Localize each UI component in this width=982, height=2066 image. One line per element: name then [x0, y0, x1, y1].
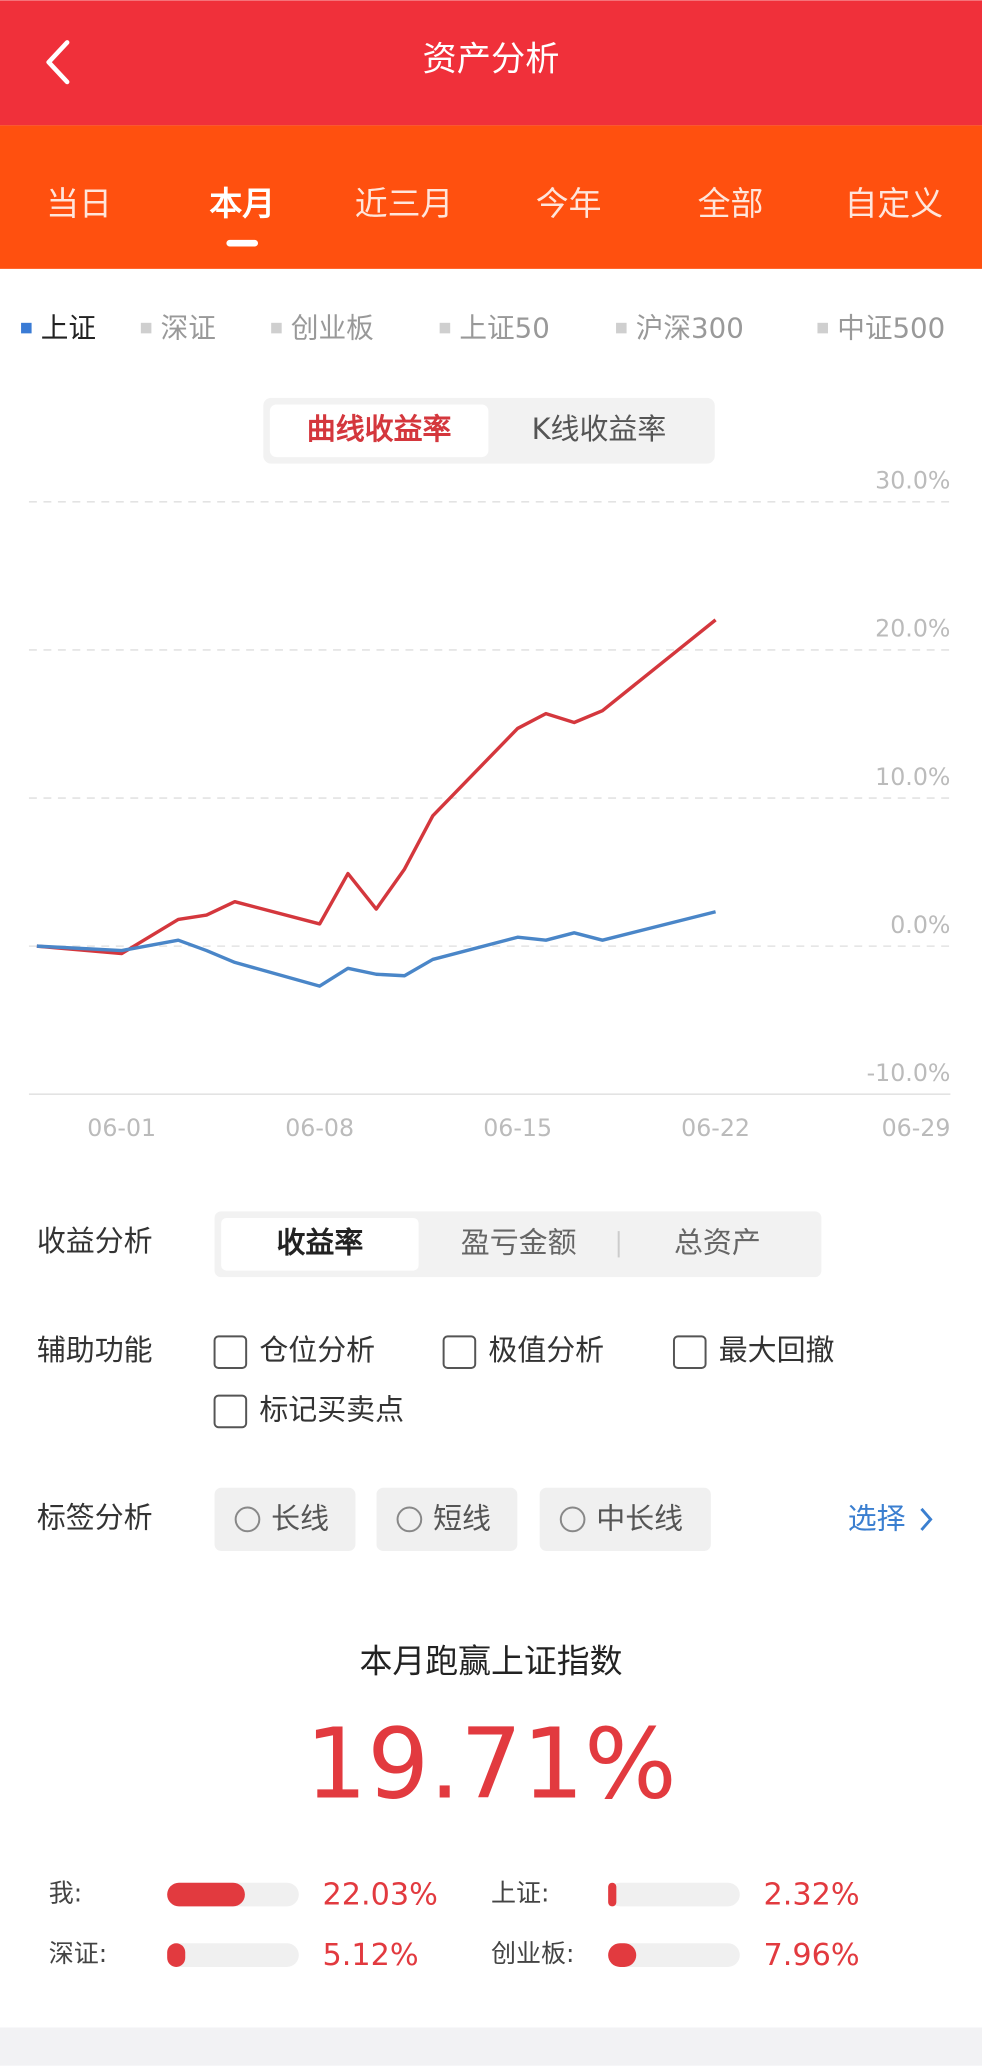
compare-bar [167, 1882, 245, 1907]
index-marker [271, 322, 282, 334]
x-tick-label: 06-22 [681, 1114, 750, 1142]
compare-label: 我: [49, 1879, 82, 1908]
page-title: 资产分析 [423, 39, 560, 79]
period-tab[interactable]: 本月 [209, 184, 275, 223]
y-tick-label: 0.0% [890, 911, 950, 939]
x-tick-label: 06-15 [483, 1114, 552, 1142]
compare-value: 7.96% [763, 1938, 859, 1973]
compare-track [167, 1943, 299, 1967]
checkbox[interactable] [213, 1394, 248, 1429]
select-chevron[interactable] [920, 1507, 933, 1531]
segment-selected [221, 1217, 419, 1271]
tag-option[interactable]: 长线 [271, 1502, 329, 1536]
index-tab[interactable]: 上证 [41, 311, 96, 344]
period-tab[interactable]: 当日 [46, 184, 112, 223]
compare-bar [167, 1943, 186, 1967]
segment-option[interactable]: 总资产 [674, 1225, 761, 1259]
checkbox-label[interactable]: 极值分析 [488, 1333, 604, 1367]
index-tab[interactable]: 创业板 [291, 311, 374, 344]
compare-bar [608, 1943, 637, 1967]
tag-option[interactable]: 中长线 [596, 1502, 683, 1536]
index-marker [439, 322, 451, 334]
index-marker [616, 322, 627, 334]
checkbox-label[interactable]: 仓位分析 [259, 1333, 375, 1367]
index-marker [817, 322, 828, 334]
tag-pill[interactable] [214, 1487, 356, 1551]
segment-option[interactable]: 收益率 [276, 1225, 363, 1259]
compare-value: 2.32% [763, 1877, 859, 1912]
compare-label: 创业板: [491, 1939, 574, 1968]
summary-value: 19.71% [305, 1708, 676, 1821]
checkbox[interactable] [442, 1335, 477, 1369]
radio[interactable] [559, 1506, 586, 1533]
row-label: 收益分析 [37, 1224, 153, 1258]
y-tick-label: 30.0% [875, 467, 950, 495]
index-marker [21, 322, 32, 334]
y-tick-label: 20.0% [875, 615, 950, 643]
compare-label: 深证: [49, 1939, 107, 1968]
x-tick-label: 06-08 [285, 1114, 354, 1142]
x-tick-label: 06-01 [87, 1114, 156, 1142]
checkbox[interactable] [213, 1335, 248, 1369]
compare-label: 上证: [491, 1879, 549, 1908]
period-tab-bar [0, 125, 982, 269]
tag-pill[interactable] [376, 1487, 518, 1551]
series-line [36, 910, 717, 988]
active-tab-indicator [226, 239, 259, 247]
checkbox-label[interactable]: 标记买卖点 [259, 1392, 404, 1426]
row-label: 标签分析 [37, 1500, 153, 1534]
summary-title: 本月跑赢上证指数 [359, 1641, 622, 1680]
row-label: 辅助功能 [37, 1333, 153, 1367]
segment-option[interactable]: 盈亏金额 [461, 1225, 577, 1259]
compare-track [608, 1882, 740, 1907]
compare-value: 5.12% [323, 1938, 419, 1973]
series-line [36, 618, 717, 956]
index-tab[interactable]: 上证50 [459, 311, 549, 344]
tag-option[interactable]: 短线 [433, 1502, 491, 1536]
checkbox[interactable] [672, 1335, 707, 1369]
header-bar [0, 0, 982, 126]
y-tick-label: -10.0% [867, 1059, 951, 1087]
mode-toggle-option[interactable]: K线收益率 [532, 412, 667, 446]
radio[interactable] [234, 1506, 261, 1533]
radio[interactable] [396, 1506, 423, 1533]
y-tick-label: 10.0% [875, 763, 950, 791]
period-tab[interactable]: 全部 [698, 184, 764, 223]
index-tab[interactable]: 沪深300 [636, 311, 744, 344]
mode-toggle-selected [269, 404, 489, 458]
compare-value: 22.03% [323, 1877, 438, 1912]
select-link[interactable]: 选择 [848, 1502, 906, 1536]
checkbox-label[interactable]: 最大回撤 [719, 1333, 835, 1367]
period-tab[interactable]: 今年 [536, 184, 602, 223]
tag-pill[interactable] [539, 1487, 711, 1551]
period-tab[interactable]: 近三月 [355, 184, 454, 223]
period-tab[interactable]: 自定义 [844, 184, 943, 223]
compare-bar [608, 1882, 617, 1907]
compare-track [608, 1943, 740, 1967]
x-tick-label: 06-29 [882, 1114, 951, 1142]
index-marker [140, 322, 152, 334]
bottom-strip [0, 2027, 982, 2066]
index-tab[interactable]: 中证500 [837, 311, 945, 344]
back-button[interactable] [46, 40, 70, 85]
mode-toggle-option[interactable]: 曲线收益率 [307, 412, 452, 446]
index-tab[interactable]: 深证 [161, 311, 216, 344]
